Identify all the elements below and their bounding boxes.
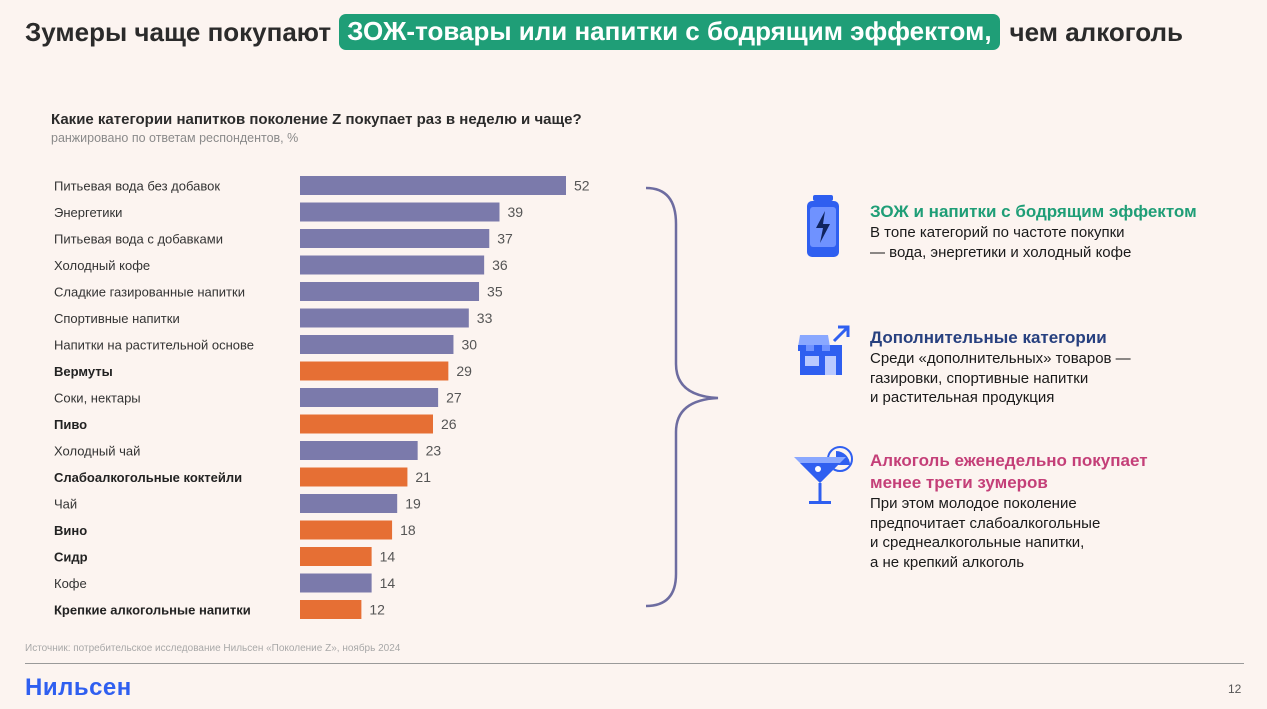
value-label: 14 xyxy=(380,549,396,565)
bar xyxy=(300,202,500,222)
value-label: 14 xyxy=(380,575,396,591)
value-label: 30 xyxy=(461,337,477,353)
category-label: Питьевая вода без добавок xyxy=(54,179,220,194)
source-note: Источник: потребительское исследование Н… xyxy=(25,643,401,654)
title-before: Зумеры чаще покупают xyxy=(25,16,332,47)
category-label: Слабоалкогольные коктейли xyxy=(54,470,242,485)
bar xyxy=(300,547,372,566)
footer-divider xyxy=(25,663,1244,664)
category-label: Холодный чай xyxy=(54,444,140,459)
value-label: 29 xyxy=(456,363,472,379)
info-block-healthy: ЗОЖ и напитки с бодрящим эффектом В топе… xyxy=(870,201,1200,262)
value-label: 12 xyxy=(369,602,385,618)
category-label: Холодный кофе xyxy=(54,258,150,273)
bar xyxy=(300,441,418,460)
info-text-alcohol: При этом молодое поколение предпочитает … xyxy=(870,495,1101,571)
title-highlight: ЗОЖ-товары или напитки с бодрящим эффект… xyxy=(339,14,1000,50)
value-label: 19 xyxy=(405,496,421,512)
chart-title: Какие категории напитков поколение Z пок… xyxy=(51,111,582,128)
value-label: 27 xyxy=(446,390,462,406)
bar xyxy=(300,176,566,195)
info-text-additional: Среди «дополнительных» товаров — газиров… xyxy=(870,350,1131,406)
category-label: Вермуты xyxy=(54,364,113,379)
category-label: Кофе xyxy=(54,576,87,591)
page-number: 12 xyxy=(1228,682,1242,696)
store-icon xyxy=(798,325,850,375)
info-block-additional: Дополнительные категории Среди «дополнит… xyxy=(870,327,1200,408)
value-label: 21 xyxy=(415,469,431,485)
bar xyxy=(300,467,408,487)
cocktail-icon xyxy=(794,446,853,504)
category-label: Питьевая вода с добавками xyxy=(54,232,223,247)
value-label: 36 xyxy=(492,257,508,273)
bar xyxy=(300,335,454,354)
bar xyxy=(300,229,490,248)
brace-connector xyxy=(645,186,719,608)
category-label: Сидр xyxy=(54,550,88,565)
bar xyxy=(300,600,362,619)
category-label: Сладкие газированные напитки xyxy=(54,285,245,300)
category-label: Вино xyxy=(54,523,87,538)
bar xyxy=(300,573,372,593)
value-label: 35 xyxy=(487,284,503,300)
info-block-alcohol: Алкоголь еженедельно покупает менее трет… xyxy=(870,450,1200,572)
category-label: Соки, нектары xyxy=(54,391,141,406)
bar xyxy=(300,308,469,328)
value-label: 33 xyxy=(477,310,493,326)
nielsen-logo: Нильсен xyxy=(25,674,132,701)
info-text-healthy: В топе категорий по частоте покупки — во… xyxy=(870,224,1132,261)
category-label: Энергетики xyxy=(54,205,122,220)
category-label: Крепкие алкогольные напитки xyxy=(54,603,251,618)
chart-subtitle: ранжировано по ответам респондентов, % xyxy=(51,131,299,145)
page-title: Зумеры чаще покупают ЗОЖ-товары или напи… xyxy=(25,14,1183,50)
category-label: Пиво xyxy=(54,417,87,432)
value-label: 39 xyxy=(508,204,524,220)
value-label: 37 xyxy=(497,231,513,247)
bar xyxy=(300,255,485,275)
value-label: 18 xyxy=(400,522,416,538)
bar xyxy=(300,388,439,407)
info-heading-healthy: ЗОЖ и напитки с бодрящим эффектом xyxy=(870,202,1197,221)
value-label: 52 xyxy=(574,178,590,194)
bar-chart: Питьевая вода без добавок 52 Энергетики 39 П… xyxy=(54,176,590,619)
category-label: Напитки на растительной основе xyxy=(54,338,254,353)
value-label: 26 xyxy=(441,416,457,432)
bar xyxy=(300,414,433,434)
bar xyxy=(300,361,449,381)
category-label: Чай xyxy=(54,497,77,512)
title-after: чем алкоголь xyxy=(1009,16,1183,47)
bar xyxy=(300,494,398,513)
category-label: Спортивные напитки xyxy=(54,311,180,326)
value-label: 23 xyxy=(426,443,442,459)
info-heading-additional: Дополнительные категории xyxy=(870,328,1107,347)
energy-can-icon xyxy=(807,195,839,257)
info-heading-alcohol: Алкоголь еженедельно покупает менее трет… xyxy=(870,451,1148,492)
bar xyxy=(300,520,393,540)
bar xyxy=(300,282,480,301)
